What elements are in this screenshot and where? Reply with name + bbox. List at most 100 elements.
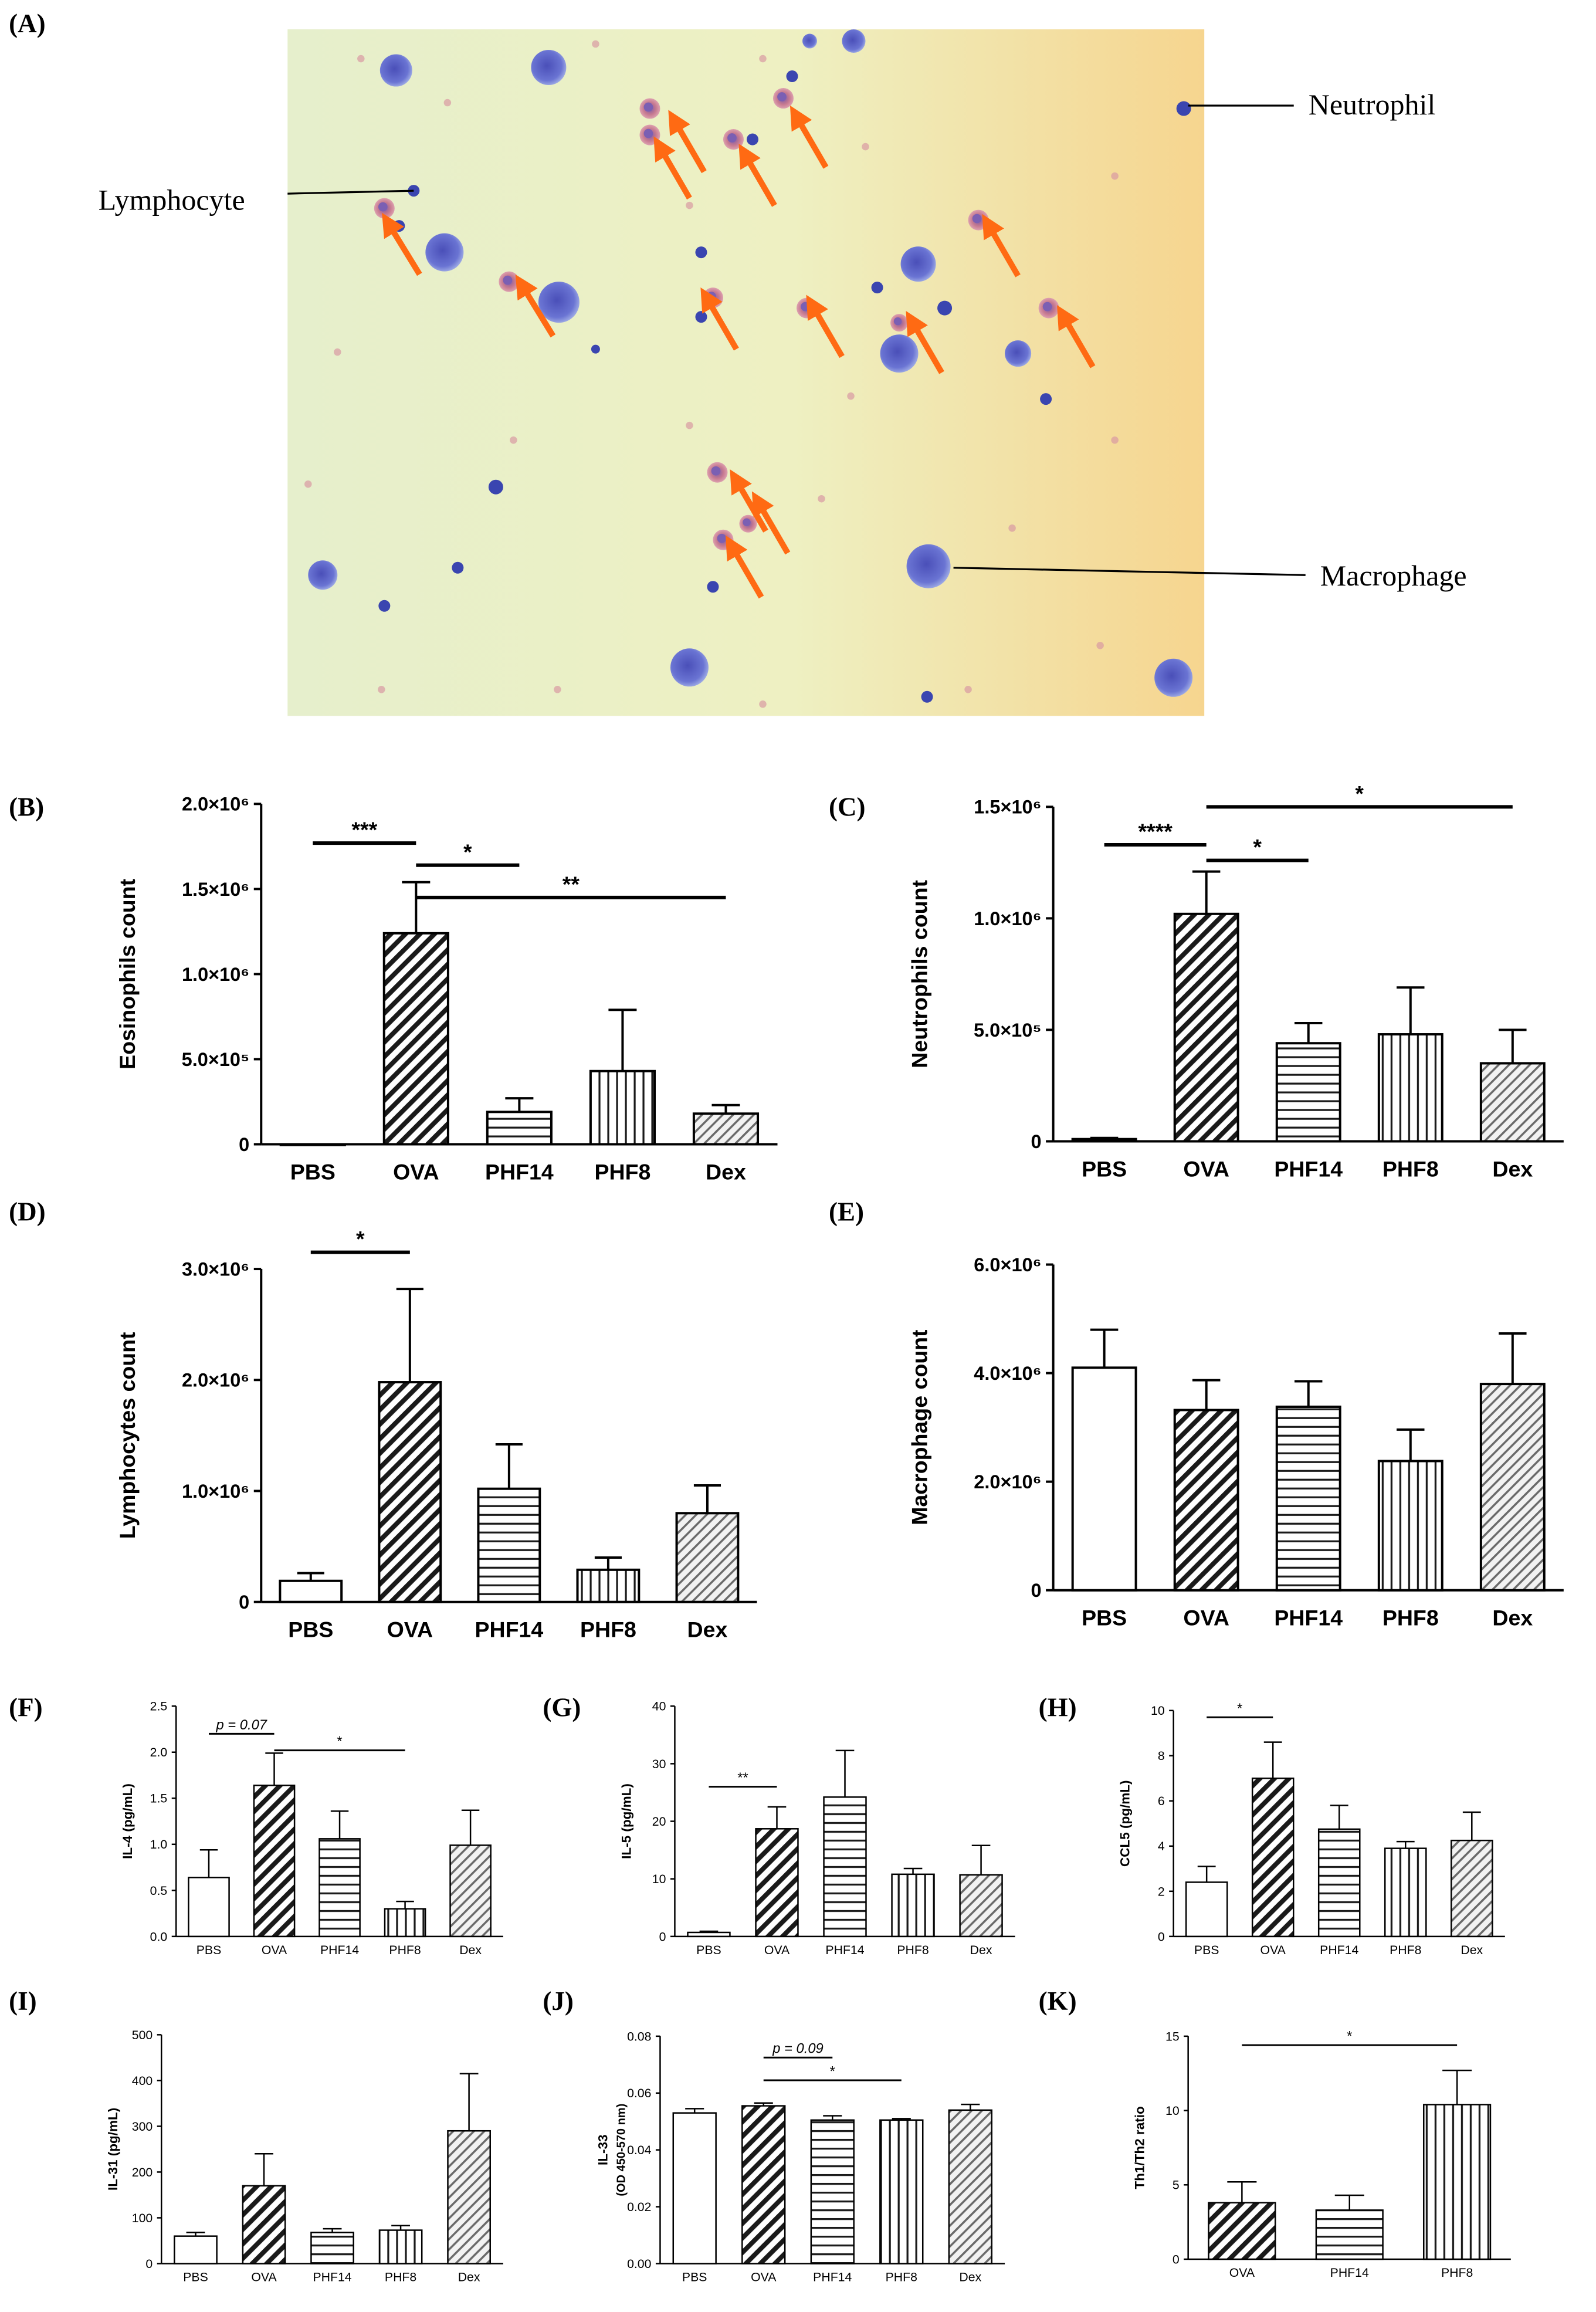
significance-label: *: [1253, 835, 1262, 859]
macrophage-cell: [308, 560, 338, 590]
red-blood-cell: [686, 201, 693, 209]
macrophage-cell: [1005, 340, 1032, 367]
significance-label: *: [356, 1227, 365, 1251]
chart-panel-b: (B) 0 5.0×10⁵ 1.0×10⁶ 1.5×10⁶ 2.0×10⁶ Eosinoph…: [9, 792, 778, 1184]
red-blood-cell: [1008, 524, 1016, 532]
chart-panel-j: (J) 0.00 0.02 0.04 0.06 0.08 IL-33 (OD 450-570 …: [543, 1986, 1005, 2284]
y-axis-title: IL-33: [595, 2134, 610, 2165]
y-tick-label: 0: [1031, 1131, 1042, 1152]
significance-label: *: [830, 2063, 835, 2079]
y-tick-label: 0.06: [627, 2086, 651, 2100]
bar-phf14: [486, 1111, 553, 1146]
y-tick-label: 300: [132, 2120, 153, 2134]
y-tick-label: 0: [1031, 1580, 1042, 1601]
x-tick-label: PHF8: [594, 1160, 650, 1184]
bar-pbs: [687, 1931, 731, 1938]
lymphocyte-cell: [921, 690, 933, 703]
y-tick-label: 1.5×10⁶: [974, 797, 1041, 818]
x-tick-label: PBS: [196, 1943, 222, 1957]
bar-dex: [1451, 1839, 1493, 1938]
y-tick-label: 0.08: [627, 2029, 651, 2043]
eosinophil-arrow: [982, 214, 1021, 277]
lymphocyte-cell: [452, 561, 464, 574]
lymphocyte-cell: [786, 70, 798, 83]
macrophage-pointer-line: [953, 567, 1306, 576]
y-tick-label: 2.0×10⁶: [182, 1370, 249, 1391]
y-tick-label: 6: [1158, 1794, 1165, 1808]
y-axis-title: Macrophage count: [907, 1329, 932, 1525]
eosinophil-nucleus: [707, 292, 716, 302]
bar-phf14: [310, 2232, 354, 2264]
bar-phf14: [810, 2119, 855, 2264]
eosinophil-arrow: [751, 491, 791, 555]
x-tick-label: PBS: [288, 1617, 333, 1642]
y-tick-label: 4.0×10⁶: [974, 1363, 1041, 1384]
eosinophil-arrow: [668, 110, 707, 174]
significance-label: *: [1237, 1701, 1242, 1717]
x-tick-label: OVA: [1183, 1157, 1229, 1182]
eosinophil-nucleus: [643, 102, 653, 112]
bar-dex: [1479, 1062, 1546, 1143]
chart-panel-c: (C) 0 5.0×10⁵ 1.0×10⁶ 1.5×10⁶ Neutrophils cou…: [829, 781, 1564, 1182]
lymphocyte-cell: [695, 246, 707, 259]
y-tick-label: 8: [1158, 1749, 1165, 1763]
y-tick-label: 0.04: [627, 2143, 652, 2157]
y-tick-label: 0: [239, 1592, 249, 1613]
x-tick-label: OVA: [764, 1943, 790, 1957]
x-tick-label: PHF14: [475, 1617, 544, 1642]
x-tick-label: PHF8: [1441, 2266, 1473, 2280]
bar-ova: [1173, 1409, 1239, 1592]
eosinophil-arrow: [700, 287, 739, 351]
x-tick-label: PBS: [696, 1943, 721, 1957]
y-axis-title: IL-5 (pg/mL): [619, 1783, 633, 1859]
y-tick-label: 1.0: [150, 1837, 168, 1851]
eosinophil-nucleus: [743, 518, 751, 526]
x-tick-label: Dex: [458, 2270, 480, 2284]
red-blood-cell: [443, 99, 452, 107]
macrophage-cell: [802, 33, 818, 49]
red-blood-cell: [357, 55, 365, 63]
macrophage-cell: [425, 233, 464, 272]
y-tick-label: 5.0×10⁵: [974, 1020, 1042, 1041]
bar-ova: [1251, 1778, 1295, 1938]
significance-label: ****: [1138, 819, 1173, 844]
panel-label: (C): [829, 792, 865, 821]
y-tick-label: 0.00: [627, 2257, 651, 2271]
bar-phf8: [576, 1568, 641, 1603]
bar-phf14: [477, 1487, 541, 1603]
eosinophil-nucleus: [777, 92, 787, 101]
y-tick-label: 5: [1173, 2178, 1180, 2192]
bar-phf14: [1317, 1828, 1361, 1938]
panel-label: (K): [1039, 1986, 1077, 2016]
y-tick-label: 40: [652, 1700, 666, 1714]
red-blood-cell: [818, 495, 825, 503]
x-tick-label: Dex: [970, 1943, 992, 1957]
lymphocyte-pointer-line: [287, 189, 414, 195]
red-blood-cell: [964, 686, 972, 693]
x-tick-label: PHF8: [389, 1943, 421, 1957]
x-tick-label: PBS: [1082, 1157, 1127, 1182]
macrophage-cell: [1154, 658, 1193, 697]
bar-pbs: [188, 1877, 230, 1938]
bar-ova: [382, 932, 449, 1146]
panel-label: (D): [9, 1197, 45, 1227]
bar-dex: [1479, 1383, 1546, 1592]
bar-ova: [755, 1828, 799, 1938]
eosinophil-nucleus: [893, 317, 902, 326]
bar-phf8: [589, 1069, 656, 1146]
y-tick-label: 400: [132, 2074, 153, 2088]
bar-phf14: [823, 1796, 867, 1938]
x-tick-label: PHF8: [580, 1617, 636, 1642]
red-blood-cell: [554, 686, 561, 693]
bar-pbs: [279, 1143, 346, 1146]
bar-phf8: [1423, 2104, 1492, 2260]
eosinophil-arrow: [906, 310, 944, 374]
x-tick-label: PBS: [682, 2270, 707, 2284]
bar-pbs: [672, 2112, 717, 2264]
bar-dex: [948, 2109, 993, 2264]
red-blood-cell: [378, 686, 385, 693]
eosinophil-arrow: [1057, 304, 1096, 368]
red-blood-cell: [847, 392, 855, 400]
y-axis-title: IL-4 (pg/mL): [120, 1783, 135, 1859]
red-blood-cell: [592, 40, 599, 48]
